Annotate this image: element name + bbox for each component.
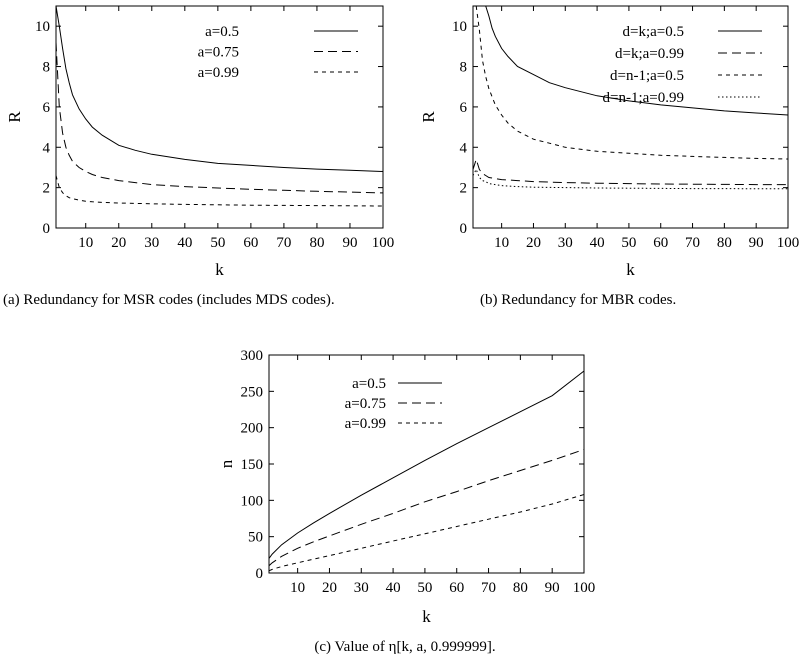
plot-frame [472, 5, 789, 229]
y-tick-label: 4 [460, 140, 468, 156]
x-tick-label: 100 [777, 235, 800, 251]
y-tick-label: 6 [460, 100, 468, 116]
plot-frame [268, 354, 585, 574]
chart-panel-1: 10 20 30 40 50 60 70 80 90 100 0 2 4 6 8 10 k Rd=k;a=0.5 d… [419, 5, 800, 279]
x-tick-label: 100 [372, 235, 395, 251]
x-axis-label: k [422, 607, 431, 626]
x-tick-label: 30 [558, 235, 573, 251]
series-line-a=0.75 [269, 449, 584, 567]
legend-label: a=0.99 [345, 416, 386, 432]
x-tick-label: 20 [526, 235, 541, 251]
x-tick-label: 70 [685, 235, 700, 251]
x-tick-label: 90 [342, 235, 357, 251]
x-tick-label: 100 [573, 580, 596, 596]
series-line-a=0.5 [56, 6, 383, 172]
y-axis-label: R [5, 111, 24, 123]
y-axis-label: n [217, 459, 236, 468]
x-tick-label: 60 [243, 235, 258, 251]
y-tick-label: 0 [256, 566, 264, 582]
y-tick-label: 8 [460, 60, 468, 76]
x-tick-label: 80 [309, 235, 324, 251]
y-tick-label: 6 [43, 100, 51, 116]
chart-panel-2: 10 20 30 40 50 60 70 80 90 100 0 50 100 150 200 250 300 k… [217, 348, 595, 626]
x-tick-label: 40 [177, 235, 192, 251]
x-tick-label: 40 [590, 235, 605, 251]
legend-label: a=0.5 [205, 24, 239, 40]
legend-label: d=k;a=0.5 [623, 24, 685, 40]
x-tick-label: 30 [354, 580, 369, 596]
x-tick-label: 80 [513, 580, 528, 596]
x-axis-label: k [215, 260, 224, 279]
x-tick-label: 80 [717, 235, 732, 251]
y-tick-label: 8 [43, 60, 51, 76]
series-line-a=0.5 [269, 370, 584, 559]
caption-b: (b) Redundancy for MBR codes. [480, 292, 677, 308]
legend-label: d=k;a=0.99 [615, 46, 684, 62]
legend-label: d=n-1;a=0.99 [603, 90, 685, 106]
legend-label: d=n-1;a=0.5 [610, 68, 684, 84]
y-tick-label: 150 [241, 457, 264, 473]
legend-label: a=0.75 [198, 45, 239, 61]
x-tick-label: 50 [621, 235, 636, 251]
series-line-a=0.99 [56, 175, 383, 207]
x-tick-label: 50 [417, 580, 432, 596]
plot-frame [55, 5, 384, 229]
series-line-d=k;a=0.99 [473, 157, 788, 186]
caption-a: (a) Redundancy for MSR codes (includes M… [3, 292, 335, 308]
y-tick-label: 4 [43, 140, 51, 156]
x-tick-label: 60 [653, 235, 668, 251]
x-tick-label: 10 [290, 580, 305, 596]
x-tick-label: 40 [386, 580, 401, 596]
x-tick-label: 60 [449, 580, 464, 596]
series-line-d=n-1;a=0.5 [475, 6, 788, 160]
series-line-d=n-1;a=0.99 [473, 168, 788, 190]
legend-label: a=0.99 [198, 65, 239, 81]
legend-label: a=0.75 [345, 396, 386, 412]
series-line-d=k;a=0.5 [485, 6, 788, 116]
x-tick-label: 90 [545, 580, 560, 596]
y-axis-label: R [419, 111, 438, 123]
y-tick-label: 0 [460, 221, 468, 237]
x-tick-label: 20 [111, 235, 126, 251]
y-tick-label: 250 [241, 384, 264, 400]
x-tick-label: 30 [144, 235, 159, 251]
y-tick-label: 0 [43, 221, 51, 237]
y-tick-label: 10 [35, 19, 50, 35]
caption-c: (c) Value of η[k, a, 0.999999]. [314, 639, 496, 655]
chart-panel-0: 10 20 30 40 50 60 70 80 90 100 0 2 4 6 8 10 k Ra=0.5 a=0.7… [5, 5, 395, 279]
y-tick-label: 300 [241, 348, 264, 364]
y-tick-label: 100 [241, 493, 264, 509]
x-axis-label: k [626, 260, 635, 279]
x-tick-label: 50 [210, 235, 225, 251]
x-tick-label: 70 [276, 235, 291, 251]
y-tick-label: 200 [241, 421, 264, 437]
y-tick-label: 10 [452, 19, 467, 35]
y-tick-label: 2 [43, 181, 51, 197]
x-tick-label: 10 [494, 235, 509, 251]
x-tick-label: 20 [322, 580, 337, 596]
x-tick-label: 70 [481, 580, 496, 596]
legend-label: a=0.5 [352, 376, 386, 392]
x-tick-label: 10 [78, 235, 93, 251]
y-tick-label: 2 [460, 181, 468, 197]
y-tick-label: 50 [248, 530, 263, 546]
series-line-a=0.99 [269, 494, 584, 572]
x-tick-label: 90 [749, 235, 764, 251]
